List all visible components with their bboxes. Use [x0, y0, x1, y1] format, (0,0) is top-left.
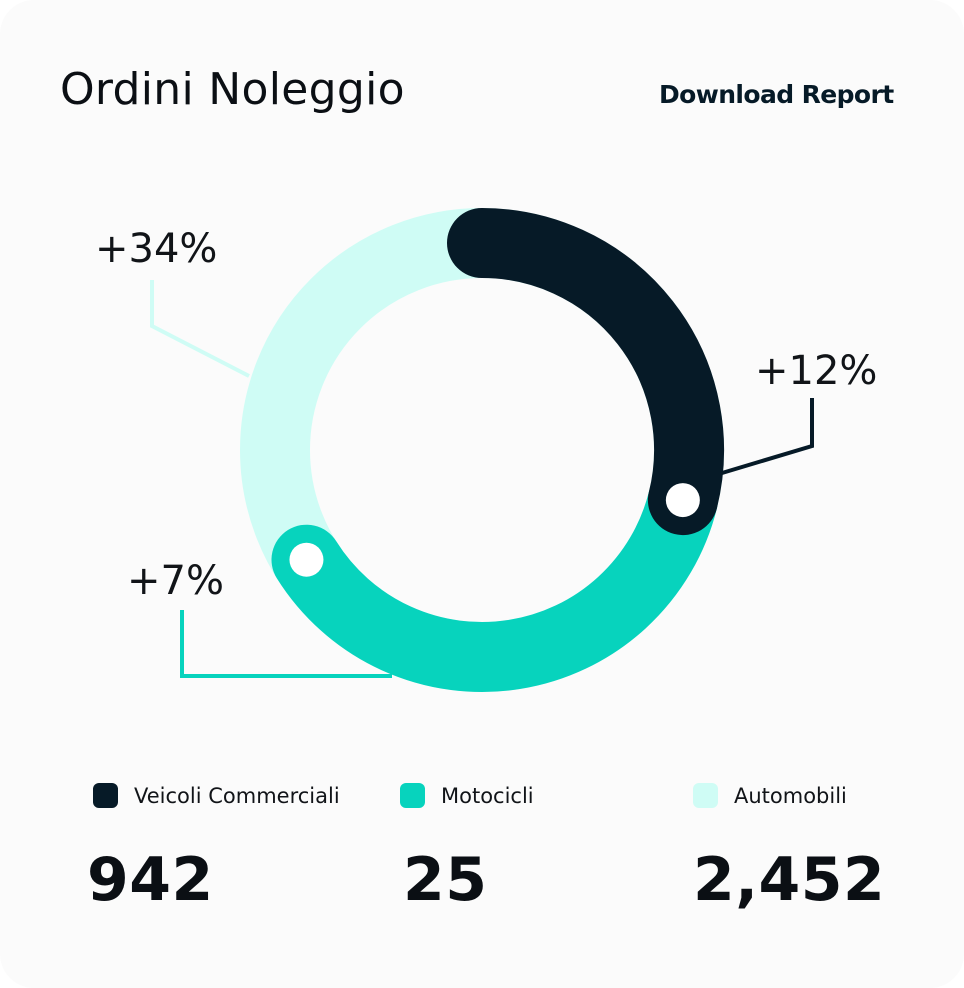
- download-report-link[interactable]: Download Report: [659, 80, 894, 109]
- callout-veicoli-commerciali: +12%: [755, 348, 877, 394]
- donut-ring: [240, 208, 725, 692]
- segment-end-marker-veicoli-commerciali: [665, 483, 700, 518]
- callout-line-veicoli-commerciali: [721, 398, 814, 475]
- value-veicoli-commerciali: 942: [87, 845, 214, 915]
- legend-item-veicoli-commerciali: Veicoli Commerciali: [93, 783, 340, 808]
- legend-item-automobili: Automobili: [693, 783, 847, 808]
- callout-line-motocicli: [180, 610, 392, 678]
- segment-motocicli: [271, 465, 718, 692]
- value-motocicli: 25: [403, 845, 488, 915]
- legend-swatch: [93, 783, 118, 808]
- callout-automobili: +34%: [95, 226, 217, 272]
- legend-label: Automobili: [734, 783, 847, 808]
- legend-label: Veicoli Commerciali: [134, 783, 340, 808]
- legend-swatch: [693, 783, 718, 808]
- value-automobili: 2,452: [693, 845, 886, 915]
- legend-item-motocicli: Motocicli: [400, 783, 534, 808]
- chart-title: Ordini Noleggio: [60, 64, 405, 115]
- segment-veicoli-commerciali: [447, 208, 725, 536]
- legend-label: Motocicli: [441, 783, 534, 808]
- segment-end-marker-motocicli: [289, 542, 324, 577]
- callout-line-automobili: [150, 280, 250, 378]
- callout-motocicli: +7%: [127, 558, 224, 604]
- legend-swatch: [400, 783, 425, 808]
